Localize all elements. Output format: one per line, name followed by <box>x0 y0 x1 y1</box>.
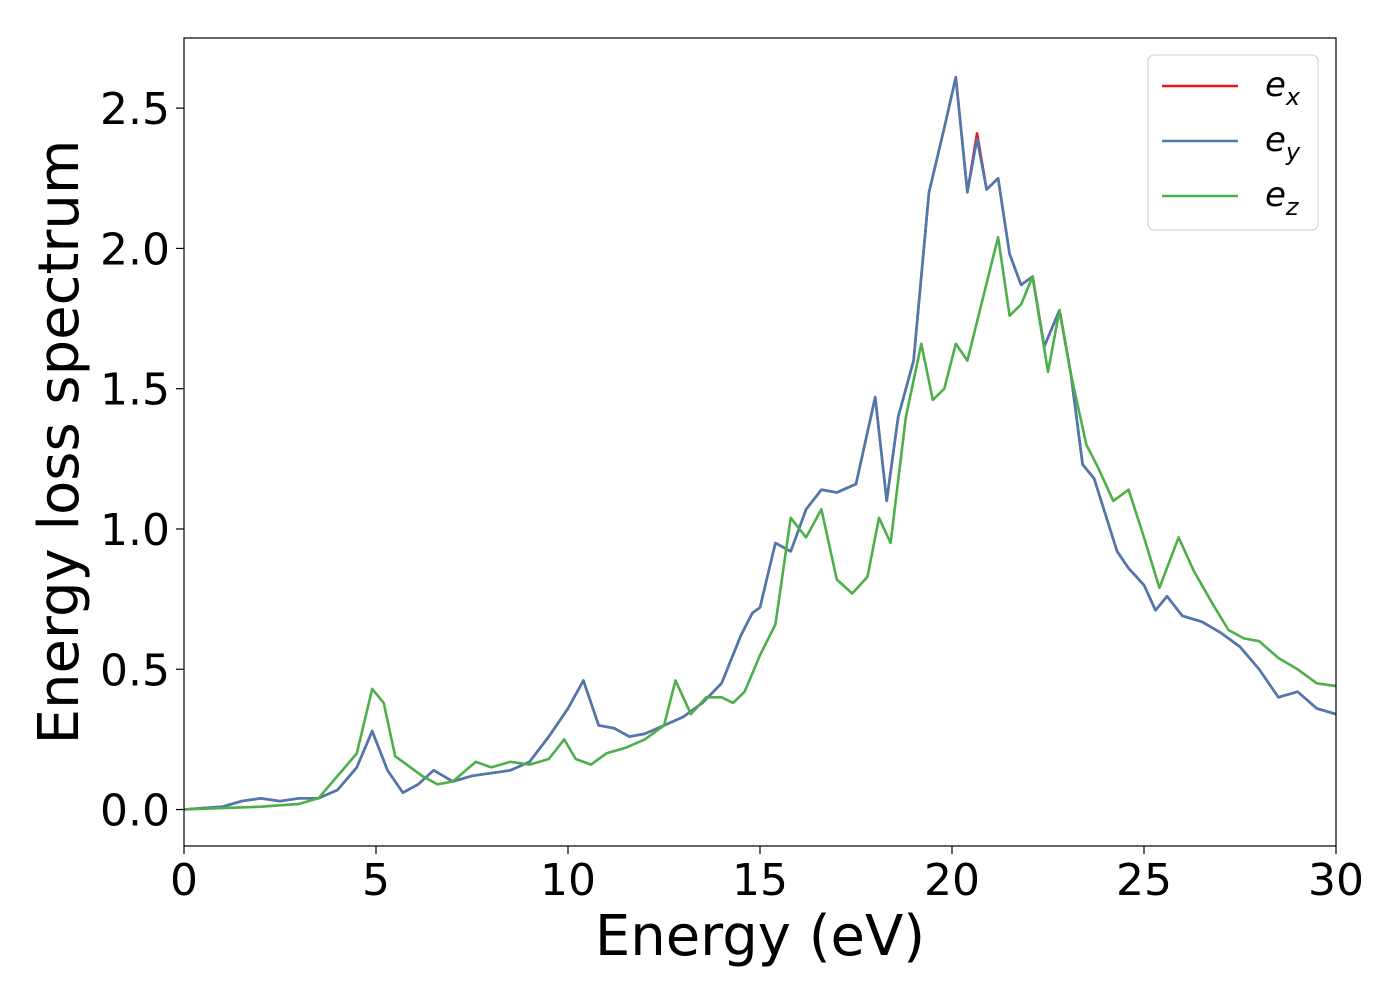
legend-label-base: e <box>1265 120 1286 160</box>
x-tick-label: 0 <box>170 855 198 906</box>
series-line-e-z <box>184 235 1336 811</box>
x-axis-label: Energy (eV) <box>595 904 925 969</box>
legend-label-subscript: y <box>1285 138 1301 166</box>
legend-label-e-y: ey <box>1265 120 1301 166</box>
y-tick-label: 1.0 <box>100 505 170 556</box>
series-lines <box>184 76 1336 811</box>
x-tick-label: 20 <box>924 855 980 906</box>
x-tick-label: 25 <box>1116 855 1172 906</box>
legend-label-e-z: ez <box>1265 175 1300 221</box>
y-tick-label: 0.0 <box>100 786 170 837</box>
x-tick-label: 5 <box>362 855 390 906</box>
legend-label-base: e <box>1265 175 1286 215</box>
legend-label-base: e <box>1265 65 1286 105</box>
y-tick-label: 1.5 <box>100 365 170 416</box>
y-tick-label: 0.5 <box>100 645 170 696</box>
legend-box <box>1147 54 1319 231</box>
legend-label-e-x: ex <box>1265 65 1301 111</box>
axis-ticks: 0 5 10 15 20 25 30 0.0 0.5 1.0 1.5 2.0 2.5 <box>100 84 1364 906</box>
series-line-e-y <box>184 76 1336 811</box>
y-tick-label: 2.0 <box>100 224 170 275</box>
y-axis-label: Energy loss spectrum <box>27 140 92 745</box>
y-tick-label: 2.5 <box>100 84 170 135</box>
legend-label-subscript: x <box>1285 83 1301 111</box>
legend-label-subscript: z <box>1285 193 1300 221</box>
x-tick-label: 15 <box>732 855 788 906</box>
x-tick-label: 10 <box>540 855 596 906</box>
x-tick-label: 30 <box>1308 855 1364 906</box>
